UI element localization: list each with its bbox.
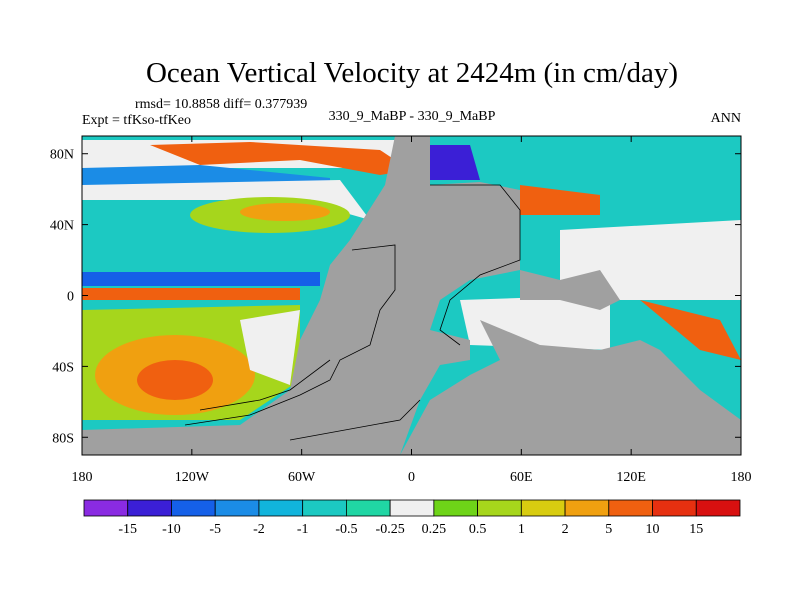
colorbar-swatch bbox=[302, 499, 347, 517]
y-tick-label: 80N bbox=[50, 148, 74, 163]
ocean-field-south-pacific-red bbox=[137, 360, 213, 400]
ocean-field-equatorial-blue bbox=[82, 272, 320, 286]
colorbar-label: 2 bbox=[562, 522, 569, 537]
colorbar-label: -0.25 bbox=[376, 522, 405, 537]
colorbar-label: -2 bbox=[253, 522, 265, 537]
colorbar-swatch bbox=[564, 499, 610, 517]
ocean-field-equatorial-red bbox=[82, 288, 300, 300]
colorbar-swatch bbox=[389, 499, 435, 517]
colorbar-swatch bbox=[477, 499, 522, 517]
ocean-field-north-pacific-orange bbox=[240, 203, 330, 221]
colorbar-swatch bbox=[652, 499, 697, 517]
ocean-field-arctic-red bbox=[150, 142, 410, 175]
x-tick-label: 60W bbox=[288, 470, 316, 485]
colorbar-label: 10 bbox=[646, 522, 660, 537]
land-americas bbox=[82, 136, 520, 455]
y-tick-label: 40S bbox=[52, 360, 74, 375]
center-label: 330_9_MaBP - 330_9_MaBP bbox=[329, 109, 496, 124]
coastline bbox=[184, 184, 521, 441]
colorbar-label: 5 bbox=[605, 522, 612, 537]
colorbar-label: 1 bbox=[518, 522, 525, 537]
colorbar-swatch bbox=[214, 499, 260, 517]
colorbar-label: -0.5 bbox=[335, 522, 357, 537]
ocean-field-east-red bbox=[520, 185, 600, 215]
ocean-field-south-pacific-white bbox=[240, 310, 300, 385]
colorbar-swatch bbox=[608, 499, 653, 517]
x-tick-label: 180 bbox=[731, 470, 752, 485]
colorbar-swatch bbox=[171, 499, 216, 517]
colorbar-label: -10 bbox=[162, 522, 181, 537]
colorbar-swatch bbox=[83, 499, 129, 517]
colorbar-label: 0.25 bbox=[422, 522, 447, 537]
colorbar: -15 -10 -5 -2 -1 -0.5 -0.25 0.25 0.5 1 2 5 10 15 bbox=[83, 499, 741, 537]
x-tick-label: 120W bbox=[175, 470, 210, 485]
y-tick-label: 80S bbox=[52, 431, 74, 446]
colorbar-label: 15 bbox=[689, 522, 703, 537]
stats-text: rmsd= 10.8858 diff= 0.377939 bbox=[135, 97, 307, 112]
x-tick-label: 180 bbox=[72, 470, 93, 485]
colorbar-swatch bbox=[520, 499, 566, 517]
ocean-field-east-margin-red bbox=[640, 300, 741, 360]
land-australia bbox=[520, 270, 620, 310]
colorbar-label: -5 bbox=[209, 522, 221, 537]
colorbar-swatch bbox=[433, 499, 479, 517]
x-tick-label: 60E bbox=[510, 470, 533, 485]
x-tick-label: 0 bbox=[408, 470, 415, 485]
colorbar-swatch bbox=[695, 499, 741, 517]
left-label: Expt = tfKso-tfKeo bbox=[82, 113, 191, 128]
colorbar-swatch bbox=[345, 499, 391, 517]
colorbar-label: 0.5 bbox=[469, 522, 487, 537]
colorbar-swatch bbox=[127, 499, 172, 517]
y-tick-label: 0 bbox=[67, 290, 74, 305]
chart-title: Ocean Vertical Velocity at 2424m (in cm/… bbox=[146, 57, 678, 89]
right-label: ANN bbox=[711, 111, 741, 126]
colorbar-swatch bbox=[258, 499, 304, 517]
y-tick-label: 40N bbox=[50, 219, 74, 234]
axes: 180 120W 60W 0 60E 120E 180 80N 40N 0 40S 80S bbox=[50, 136, 752, 485]
land-africa-eurasia bbox=[400, 320, 741, 455]
colorbar-label: -15 bbox=[118, 522, 137, 537]
colorbar-label: -1 bbox=[297, 522, 309, 537]
ocean-field-east-violet bbox=[430, 145, 480, 180]
x-tick-label: 120E bbox=[616, 470, 646, 485]
map-area bbox=[81, 135, 742, 456]
